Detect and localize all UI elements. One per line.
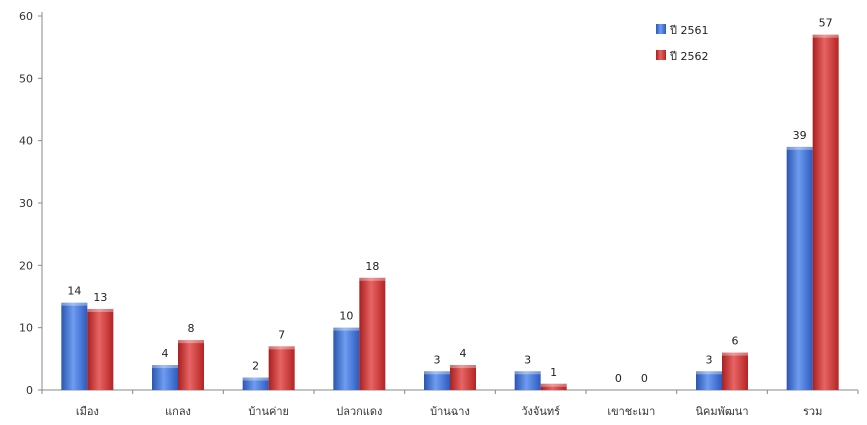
data-label: 2 — [252, 360, 259, 373]
data-label: 4 — [460, 347, 467, 360]
bar-highlight — [450, 365, 476, 369]
data-label: 1 — [550, 366, 557, 379]
bar-highlight — [268, 346, 295, 350]
data-label: 10 — [339, 310, 353, 323]
bar-highlight — [242, 377, 269, 381]
bar-highlight — [786, 146, 813, 150]
bar — [696, 371, 722, 390]
x-tick-label: แกลง — [165, 405, 191, 418]
bar — [786, 146, 813, 390]
bar — [722, 352, 748, 390]
bar — [87, 308, 114, 390]
legend-swatch — [656, 50, 666, 60]
data-label: 3 — [706, 353, 713, 366]
x-tick-label: รวม — [803, 405, 822, 418]
x-tick-label: เขาชะเมา — [607, 405, 655, 418]
bar — [333, 327, 360, 390]
x-tick-label: นิคมพัฒนา — [695, 405, 748, 418]
y-tick-label: 10 — [19, 322, 33, 335]
data-label: 13 — [93, 291, 107, 304]
y-tick-label: 50 — [19, 72, 33, 85]
bar — [178, 340, 204, 390]
data-label: 6 — [732, 335, 739, 348]
x-tick-label: เมือง — [76, 405, 99, 418]
bar-highlight — [152, 365, 178, 369]
bar — [268, 346, 295, 390]
y-tick-label: 30 — [19, 197, 33, 210]
data-label: 0 — [641, 372, 648, 385]
bar — [514, 371, 541, 390]
bar — [242, 377, 269, 390]
data-label: 18 — [365, 260, 379, 273]
x-tick-label: ปลวกแดง — [336, 405, 382, 418]
y-tick-label: 20 — [19, 259, 33, 272]
data-label: 4 — [162, 347, 169, 360]
data-label: 14 — [67, 285, 81, 298]
legend-entry: ปี 2561 — [669, 24, 709, 37]
legend: ปี 2561 ปี 2562 — [656, 24, 708, 63]
y-tick-label: 40 — [19, 135, 33, 148]
bar-highlight — [87, 308, 114, 312]
bar-highlight — [696, 371, 722, 375]
x-tick-label: วังจันทร์ — [521, 405, 560, 418]
bar — [61, 302, 88, 390]
data-label: 39 — [793, 129, 807, 142]
data-label: 3 — [524, 353, 531, 366]
bar — [450, 365, 476, 390]
x-tick-label: บ้านฉาง — [430, 405, 470, 418]
bar-highlight — [540, 383, 567, 387]
bar — [540, 383, 567, 390]
bars — [61, 34, 839, 390]
bar-highlight — [178, 340, 204, 344]
bar-highlight — [359, 277, 386, 281]
bar-highlight — [424, 371, 450, 375]
bar-highlight — [722, 352, 748, 356]
data-label: 57 — [819, 17, 833, 30]
data-label: 7 — [278, 328, 285, 341]
bar — [152, 365, 178, 390]
bar-highlight — [333, 327, 360, 331]
bar-highlight — [812, 34, 839, 38]
y-tick-label: 0 — [26, 384, 33, 397]
bar — [424, 371, 450, 390]
data-label: 0 — [615, 372, 622, 385]
bar — [812, 34, 839, 390]
bar-highlight — [61, 302, 88, 306]
x-tick-label: บ้านค่าย — [248, 405, 289, 418]
data-label: 8 — [188, 322, 195, 335]
legend-entry: ปี 2562 — [669, 50, 709, 63]
bar — [359, 277, 386, 390]
data-label: 3 — [434, 353, 441, 366]
y-tick-label: 60 — [19, 10, 33, 23]
bar-highlight — [514, 371, 541, 375]
legend-swatch — [656, 24, 666, 34]
